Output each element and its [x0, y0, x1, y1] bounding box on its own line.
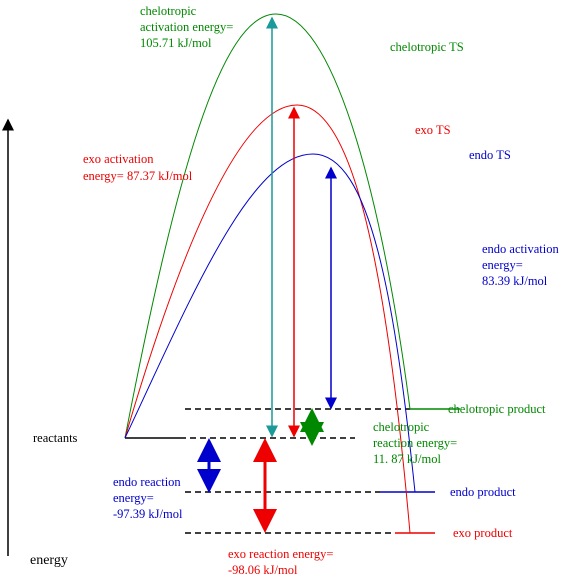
label: exo product [453, 526, 513, 540]
label: chelotropic TS [390, 40, 464, 54]
label: endo product [450, 485, 516, 499]
label: energy= 87.37 kJ/mol [83, 169, 193, 183]
label: chelotropic [373, 420, 430, 434]
label: chelotropic product [448, 402, 546, 416]
label: exo activation [83, 152, 154, 166]
label: 11. 87 kJ/mol [373, 452, 441, 466]
label: endo TS [469, 148, 511, 162]
label: endo reaction [113, 475, 181, 489]
energy-arrows [197, 16, 337, 533]
label: reaction energy= [373, 436, 457, 450]
label: exo reaction energy= [228, 547, 333, 561]
label: endo activation [482, 242, 559, 256]
label: -97.39 kJ/mol [113, 507, 183, 521]
label: chelotropic [140, 4, 197, 18]
label: energy= [113, 491, 154, 505]
axis-label: energy [30, 553, 68, 568]
reaction-paths [124, 13, 416, 534]
label: exo TS [415, 123, 451, 137]
label: -98.06 kJ/mol [228, 563, 298, 577]
label: activation energy= [140, 20, 233, 34]
label: 105.71 kJ/mol [140, 36, 212, 50]
label: reactants [33, 431, 78, 445]
label: energy= [482, 258, 523, 272]
label: 83.39 kJ/mol [482, 274, 548, 288]
